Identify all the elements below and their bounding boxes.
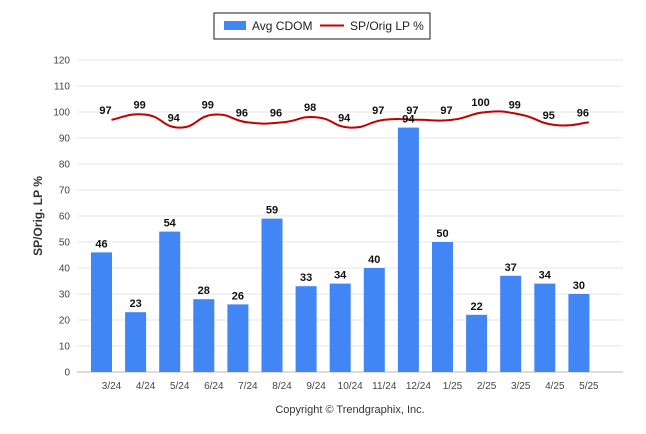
line-sp-orig-lp bbox=[111, 110, 589, 129]
bar-data-label: 37 bbox=[505, 262, 517, 274]
x-tick-label: 5/25 bbox=[579, 381, 599, 392]
bar-data-label: 94 bbox=[402, 114, 415, 126]
line-data-label: 99 bbox=[202, 100, 214, 112]
y-tick-label: 30 bbox=[59, 290, 71, 301]
line-data-label: 94 bbox=[338, 113, 351, 125]
x-axis-ticks: 3/24 4/24 5/24 6/24 7/24 8/24 9/24 10/24 11/24 12… bbox=[102, 381, 599, 392]
x-tick-label: 11/24 bbox=[372, 381, 397, 392]
bar-avg-cdom bbox=[227, 304, 249, 372]
bar-data-label: 50 bbox=[436, 228, 448, 240]
x-tick-label: 9/24 bbox=[306, 381, 326, 392]
x-tick-label: 6/24 bbox=[204, 381, 224, 392]
bar-avg-cdom bbox=[534, 283, 556, 372]
x-tick-label: 3/25 bbox=[511, 381, 531, 392]
line-data-label: 94 bbox=[168, 113, 181, 125]
bar-avg-cdom bbox=[261, 218, 283, 372]
bar-data-label: 34 bbox=[334, 270, 347, 282]
x-tick-label: 7/24 bbox=[238, 381, 258, 392]
line-data-label: 96 bbox=[577, 107, 589, 119]
bar-data-label: 54 bbox=[164, 218, 177, 230]
bar-data-label: 22 bbox=[470, 301, 482, 313]
y-tick-label: 40 bbox=[59, 264, 71, 275]
bar-avg-cdom bbox=[159, 231, 181, 372]
line-data-label: 100 bbox=[471, 97, 489, 109]
bar-data-label: 46 bbox=[95, 238, 107, 250]
x-tick-label: 4/25 bbox=[545, 381, 565, 392]
line-data-label: 98 bbox=[304, 102, 316, 114]
y-tick-label: 10 bbox=[59, 342, 71, 353]
x-tick-label: 3/24 bbox=[102, 381, 122, 392]
bar-avg-cdom bbox=[91, 252, 112, 372]
copyright-footer: Copyright © Trendgraphix, Inc. bbox=[275, 404, 424, 416]
y-tick-label: 50 bbox=[59, 238, 71, 249]
y-axis-ticks: 0 10 20 30 40 50 60 70 80 90 100 110 120 bbox=[53, 56, 70, 379]
x-tick-label: 1/25 bbox=[443, 381, 463, 392]
bar-avg-cdom bbox=[363, 268, 385, 372]
bar-data-label: 26 bbox=[232, 290, 244, 302]
bar-avg-cdom bbox=[568, 294, 590, 372]
bar-avg-cdom bbox=[466, 314, 488, 372]
y-tick-label: 60 bbox=[59, 212, 71, 223]
y-tick-label: 90 bbox=[59, 134, 71, 145]
x-tick-label: 12/24 bbox=[406, 381, 431, 392]
y-tick-label: 70 bbox=[59, 186, 71, 197]
legend-bar-swatch bbox=[224, 21, 246, 30]
bar-data-label: 28 bbox=[198, 285, 210, 297]
x-tick-label: 4/24 bbox=[136, 381, 156, 392]
line-data-label: 97 bbox=[406, 105, 418, 117]
y-tick-label: 20 bbox=[59, 316, 71, 327]
bar-data-label: 40 bbox=[368, 254, 380, 266]
bar-series bbox=[91, 127, 590, 372]
line-data-label: 99 bbox=[133, 100, 145, 112]
line-series bbox=[111, 110, 589, 129]
legend-label-sp-orig: SP/Orig LP % bbox=[350, 19, 424, 33]
y-tick-label: 0 bbox=[64, 368, 70, 379]
x-tick-label: 10/24 bbox=[338, 381, 363, 392]
bar-avg-cdom bbox=[500, 275, 522, 372]
x-tick-label: 5/24 bbox=[170, 381, 190, 392]
line-data-label: 97 bbox=[440, 105, 452, 117]
legend: Avg CDOM SP/Orig LP % bbox=[213, 12, 431, 40]
bar-data-label: 34 bbox=[539, 270, 552, 282]
x-tick-label: 8/24 bbox=[272, 381, 292, 392]
line-data-label: 99 bbox=[509, 100, 521, 112]
y-tick-label: 100 bbox=[53, 108, 70, 119]
bar-avg-cdom bbox=[432, 242, 453, 372]
line-data-label: 96 bbox=[236, 107, 248, 119]
bar-data-label: 30 bbox=[573, 280, 585, 292]
line-data-label: 97 bbox=[372, 105, 384, 117]
bar-avg-cdom bbox=[193, 299, 215, 372]
y-tick-label: 110 bbox=[54, 82, 70, 93]
bar-avg-cdom bbox=[397, 127, 419, 372]
x-tick-label: 2/25 bbox=[477, 381, 497, 392]
legend-label-avg-cdom: Avg CDOM bbox=[252, 19, 312, 33]
line-data-label: 96 bbox=[270, 107, 282, 119]
bar-data-label: 59 bbox=[266, 205, 278, 217]
line-data-label: 97 bbox=[99, 105, 111, 117]
line-data-label: 95 bbox=[543, 110, 555, 122]
y-tick-label: 120 bbox=[53, 56, 70, 67]
bar-avg-cdom bbox=[295, 286, 317, 372]
bar-avg-cdom bbox=[125, 312, 147, 372]
y-axis-title: SP/Orig. LP % bbox=[31, 176, 45, 256]
bar-data-label: 33 bbox=[300, 272, 312, 284]
bar-data-labels: 46 23 54 28 26 59 33 34 40 94 50 22 37 34 30 bbox=[95, 114, 585, 313]
bar-data-label: 23 bbox=[129, 298, 141, 310]
y-tick-label: 80 bbox=[59, 160, 71, 171]
bar-avg-cdom bbox=[329, 283, 351, 372]
